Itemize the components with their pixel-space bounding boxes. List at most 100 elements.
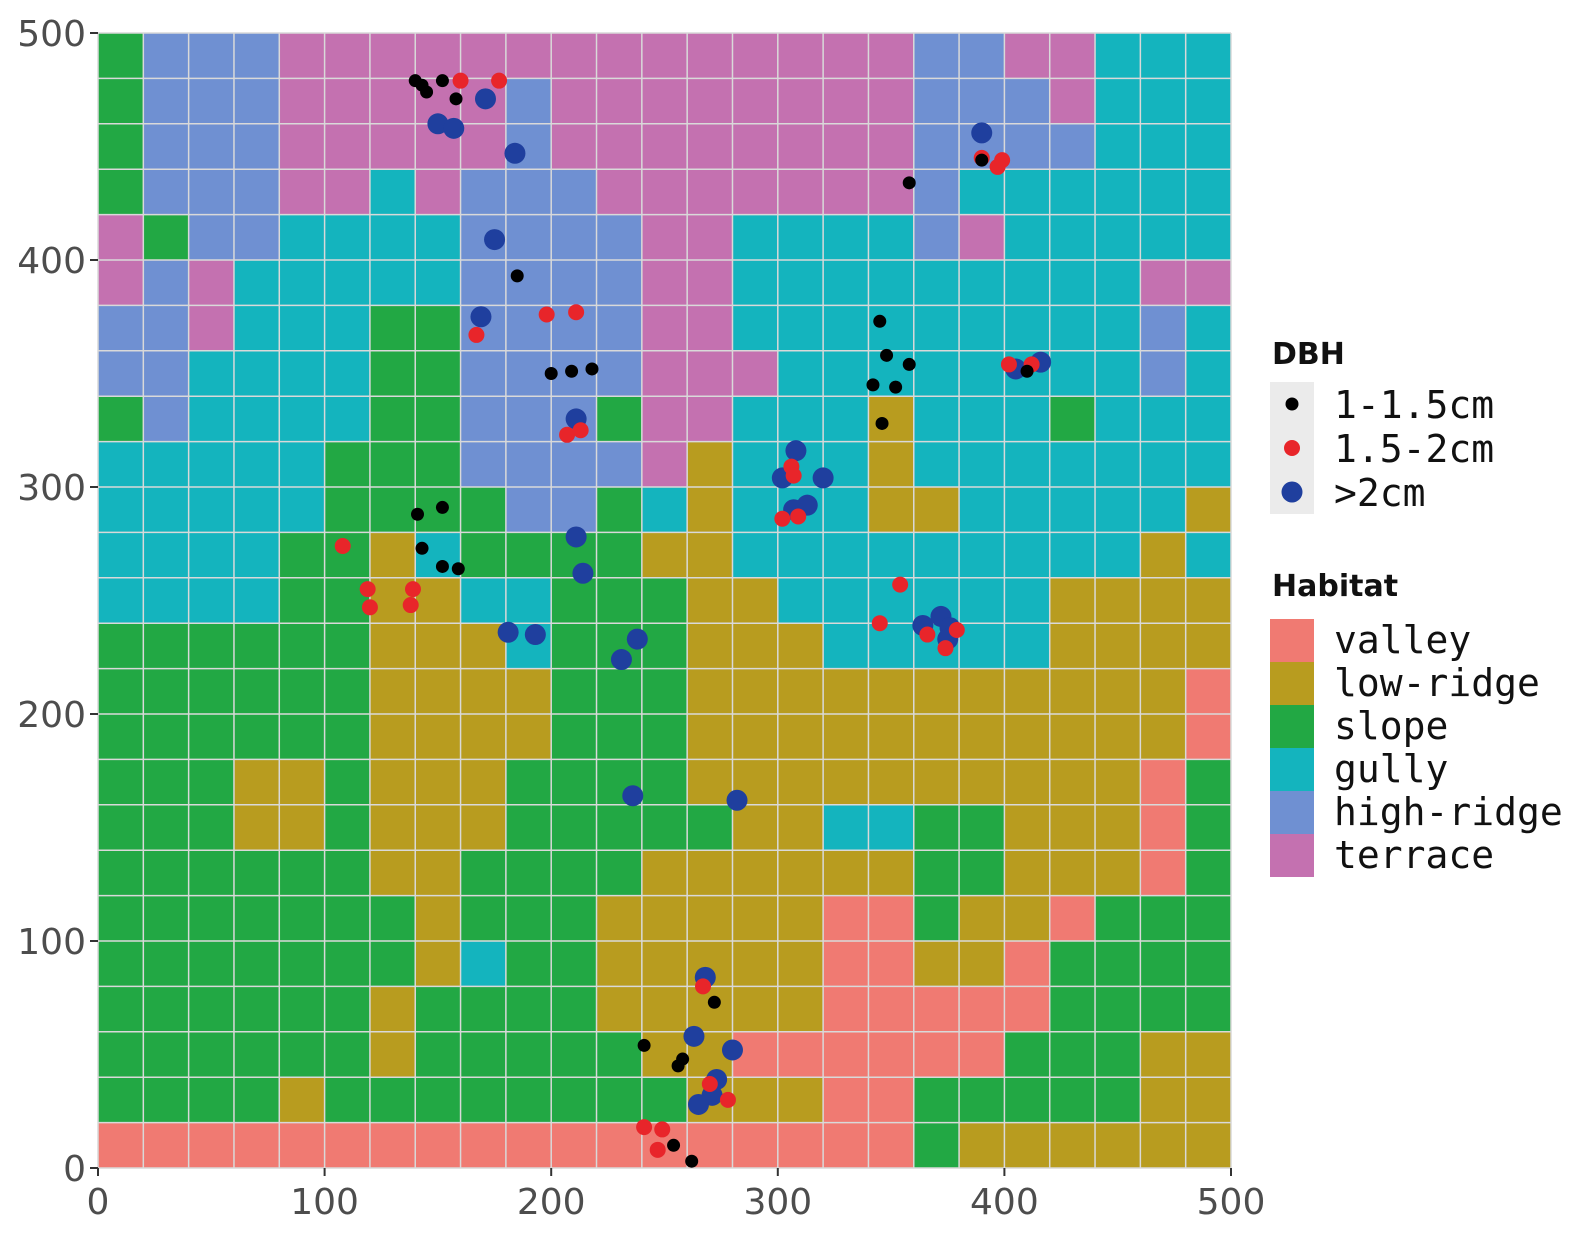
habitat-cell-low-ridge bbox=[823, 850, 869, 896]
habitat-cell-low-ridge bbox=[415, 941, 461, 987]
habitat-cell-gully bbox=[188, 577, 234, 624]
habitat-cell-slope bbox=[233, 895, 280, 941]
habitat-cell-gully bbox=[868, 305, 914, 351]
point-dbh-1.5-2cm bbox=[1000, 356, 1017, 373]
habitat-cell-slope bbox=[551, 714, 597, 760]
point-dbh-1-1.5cm bbox=[975, 153, 989, 167]
habitat-cell-slope bbox=[913, 1077, 960, 1123]
habitat-cell-gully bbox=[959, 487, 1005, 533]
habitat-cell-slope bbox=[1004, 1031, 1050, 1078]
habitat-legend-label: gully bbox=[1334, 747, 1448, 791]
habitat-cell-gully bbox=[641, 487, 688, 533]
habitat-cell-slope bbox=[596, 668, 642, 714]
habitat-cell-valley bbox=[1185, 714, 1231, 760]
habitat-cell-low-ridge bbox=[732, 895, 778, 941]
habitat-cell-slope bbox=[1095, 1077, 1141, 1123]
habitat-cell-terrace bbox=[641, 33, 688, 79]
habitat-cell-slope bbox=[1095, 1031, 1141, 1078]
point-dbh->2cm bbox=[683, 1025, 705, 1047]
habitat-cell-high-ridge bbox=[460, 441, 506, 487]
habitat-cell-low-ridge bbox=[505, 668, 552, 714]
axes: 0 100 200 300 400 500 0 100 200 300 400 500 bbox=[17, 14, 1265, 1223]
habitat-cell-low-ridge bbox=[823, 759, 869, 805]
habitat-cell-gully bbox=[1140, 78, 1186, 124]
habitat-cell-gully bbox=[1185, 305, 1231, 351]
habitat-cell-gully bbox=[233, 532, 280, 578]
habitat-cell-slope bbox=[233, 623, 280, 669]
habitat-cell-high-ridge bbox=[1140, 305, 1186, 351]
habitat-cell-gully bbox=[1049, 532, 1096, 578]
habitat-cell-slope bbox=[188, 895, 234, 941]
habitat-cell-valley bbox=[868, 895, 914, 941]
habitat-cell-gully bbox=[324, 350, 370, 397]
habitat-cell-gully bbox=[1185, 78, 1231, 124]
habitat-cell-low-ridge bbox=[959, 714, 1005, 760]
habitat-cell-slope bbox=[369, 487, 416, 533]
habitat-cell-slope bbox=[233, 850, 280, 896]
habitat-cell-valley bbox=[913, 1031, 960, 1078]
habitat-cell-low-ridge bbox=[732, 1077, 778, 1123]
habitat-cell-low-ridge bbox=[732, 986, 778, 1032]
habitat-cell-gully bbox=[1095, 123, 1141, 170]
habitat-cell-terrace bbox=[823, 33, 869, 79]
habitat-cell-slope bbox=[596, 850, 642, 896]
habitat-legend-title: Habitat bbox=[1272, 569, 1398, 604]
habitat-cell-valley bbox=[823, 895, 869, 941]
habitat-cell-high-ridge bbox=[143, 33, 189, 79]
habitat-cell-low-ridge bbox=[777, 941, 824, 987]
habitat-cell-gully bbox=[1095, 214, 1141, 260]
habitat-cell-high-ridge bbox=[505, 350, 552, 397]
habitat-cell-valley bbox=[551, 1122, 597, 1168]
habitat-cell-terrace bbox=[641, 396, 688, 442]
habitat-cell-high-ridge bbox=[143, 260, 189, 306]
habitat-cell-gully bbox=[324, 260, 370, 306]
habitat-cell-gully bbox=[1004, 623, 1050, 669]
habitat-cell-low-ridge bbox=[1140, 714, 1186, 760]
habitat-cell-slope bbox=[98, 986, 144, 1032]
habitat-cell-slope bbox=[415, 1077, 461, 1123]
habitat-cell-low-ridge bbox=[732, 804, 778, 851]
habitat-cell-slope bbox=[188, 941, 234, 987]
habitat-cell-slope bbox=[596, 487, 642, 533]
habitat-cell-slope bbox=[98, 759, 144, 805]
habitat-cell-slope bbox=[324, 487, 370, 533]
habitat-cell-high-ridge bbox=[913, 169, 960, 215]
habitat-cell-slope bbox=[913, 804, 960, 851]
habitat-cell-low-ridge bbox=[959, 1122, 1005, 1168]
habitat-cell-low-ridge bbox=[641, 895, 688, 941]
habitat-cell-gully bbox=[732, 305, 778, 351]
habitat-cell-gully bbox=[1095, 260, 1141, 306]
habitat-cell-low-ridge bbox=[1185, 577, 1231, 624]
habitat-cell-high-ridge bbox=[596, 441, 642, 487]
point-dbh-1-1.5cm bbox=[411, 507, 425, 521]
habitat-cell-slope bbox=[551, 1031, 597, 1078]
habitat-cell-slope bbox=[188, 759, 234, 805]
habitat-cell-slope bbox=[188, 668, 234, 714]
habitat-cell-gully bbox=[188, 441, 234, 487]
habitat-cell-low-ridge bbox=[777, 759, 824, 805]
habitat-cell-terrace bbox=[415, 33, 461, 79]
habitat-cell-low-ridge bbox=[415, 759, 461, 805]
habitat-cell-terrace bbox=[641, 123, 688, 170]
habitat-cell-terrace bbox=[777, 169, 824, 215]
habitat-cell-slope bbox=[279, 941, 325, 987]
habitat-cell-gully bbox=[959, 441, 1005, 487]
habitat-cell-terrace bbox=[868, 78, 914, 124]
habitat-cell-low-ridge bbox=[1095, 714, 1141, 760]
habitat-cell-terrace bbox=[687, 305, 733, 351]
habitat-cell-slope bbox=[143, 668, 189, 714]
point-dbh->2cm bbox=[497, 621, 519, 643]
habitat-cell-high-ridge bbox=[596, 305, 642, 351]
habitat-cell-low-ridge bbox=[1049, 577, 1096, 624]
habitat-cell-gully bbox=[913, 260, 960, 306]
habitat-cell-slope bbox=[596, 804, 642, 851]
habitat-cell-low-ridge bbox=[1095, 577, 1141, 624]
habitat-cell-low-ridge bbox=[1095, 804, 1141, 851]
habitat-cell-slope bbox=[324, 941, 370, 987]
habitat-cell-terrace bbox=[369, 33, 416, 79]
habitat-cell-gully bbox=[1095, 305, 1141, 351]
habitat-cell-low-ridge bbox=[959, 759, 1005, 805]
habitat-legend-label: low-ridge bbox=[1334, 661, 1540, 705]
habitat-cell-low-ridge bbox=[641, 850, 688, 896]
